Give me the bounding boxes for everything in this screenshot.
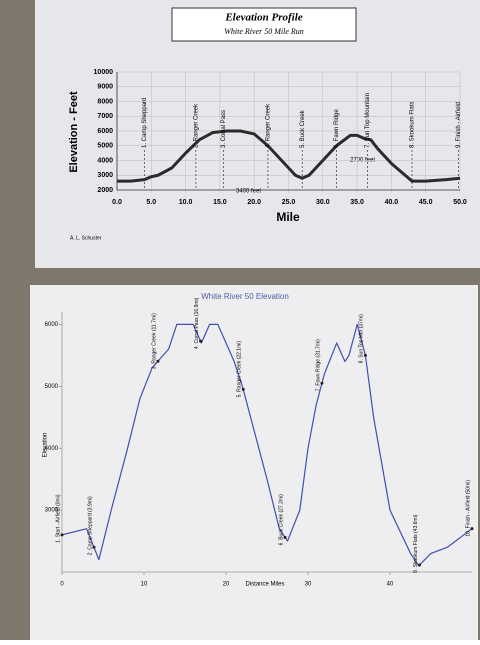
y-tick-label: 7000 (97, 113, 113, 120)
y-axis-label: Elevation (43, 433, 49, 458)
y-tick-label: 2000 (97, 187, 113, 194)
x-tick-label: 30.0 (316, 199, 330, 206)
marker-label: 8. Sun Top Mtn (37mi) (359, 314, 365, 363)
marker-dot (283, 535, 287, 539)
marker-dot (92, 545, 96, 549)
marker-dot (363, 353, 367, 357)
marker-label: 1. Start - Airfield (0mi) (55, 494, 61, 543)
marker-label: 6. Fawn Ridge (334, 109, 340, 148)
top-paper (35, 0, 480, 268)
y-tick-label: 9000 (97, 84, 113, 91)
elevation-line (61, 323, 473, 567)
title-box (171, 7, 357, 42)
marker-label: 3. Corral Pass (221, 110, 227, 148)
y-tick-label: 6000 (45, 322, 59, 328)
chart-title: Elevation Profile (224, 12, 302, 24)
x-tick-label: 10 (141, 582, 148, 588)
marker-label: 9. Skookum Flats (43.6mi) (413, 514, 419, 573)
marker-dot (470, 527, 474, 531)
marker-dot (320, 381, 324, 385)
x-tick-label: 45.0 (419, 199, 433, 206)
marker-label: 3. Ranger Creek (11.7mi) (151, 313, 157, 369)
x-tick-label: 20.0 (247, 199, 261, 206)
marker-label: 8. Skookum Flats (410, 102, 416, 148)
marker-dot (60, 533, 64, 537)
marker-label: 10. Finish - Airfield (50mi) (465, 480, 471, 537)
chart-title: White River 50 Elevation (201, 292, 289, 301)
marker-label: 2. Camp Sheppard (3.9mi) (87, 496, 93, 555)
y-tick-label: 4000 (97, 157, 113, 164)
marker-label: 7. Fawn Ridge (31.7mi) (315, 339, 321, 391)
x-tick-label: 30 (305, 582, 312, 588)
marker-dot (156, 359, 160, 363)
marker-dot (241, 387, 245, 391)
y-tick-label: 5000 (45, 384, 59, 390)
marker-label: 7. Sun Top Mountain (365, 93, 371, 148)
x-tick-label: 35.0 (350, 199, 364, 206)
y-tick-label: 8000 (97, 98, 113, 105)
annotation: 3400 feet (236, 189, 261, 195)
x-tick-label: 5.0 (146, 199, 156, 206)
x-tick-label: 15.0 (213, 199, 227, 206)
marker-label: 2. Ranger Creek (193, 103, 199, 148)
marker-label: 9. Finish - Airfield (456, 102, 462, 148)
marker-dot (199, 339, 203, 343)
x-axis-label: Mile (276, 210, 300, 224)
marker-label: 5. Ranger Creek (22.1mi) (237, 341, 243, 398)
x-tick-label: 25.0 (282, 199, 296, 206)
x-tick-label: 0 (60, 582, 64, 588)
x-axis-label: Distance Miles (245, 582, 284, 588)
x-tick-label: 40.0 (385, 199, 399, 206)
x-tick-label: 0.0 (112, 199, 122, 206)
elevation-line (117, 129, 461, 183)
marker-label: 5. Buck Creek (300, 109, 306, 148)
y-tick-label: 6000 (97, 128, 113, 135)
marker-label: 4. Ranger Creek (265, 103, 271, 148)
y-tick-label: 5000 (97, 143, 113, 150)
credit: A. L. Schuster (70, 235, 102, 241)
bottom-paper (30, 285, 478, 640)
marker-label: 1. Camp Sheppard (142, 98, 148, 148)
x-tick-label: 10.0 (179, 199, 193, 206)
x-tick-label: 40 (387, 582, 394, 588)
y-tick-label: 4000 (45, 446, 59, 452)
y-tick-label: 10000 (94, 69, 114, 76)
chart-subtitle: White River 50 Mile Run (224, 27, 304, 36)
y-tick-label: 3000 (45, 508, 59, 514)
x-tick-label: 50.0 (453, 199, 467, 206)
marker-dot (418, 563, 422, 567)
marker-label: 6. Buck Creek (27.2mi) (278, 494, 284, 545)
y-axis-label: Elevation - Feet (68, 91, 80, 173)
y-tick-label: 3000 (97, 172, 113, 179)
marker-label: 4. Corral Pass (16.9mi) (194, 297, 200, 349)
x-tick-label: 20 (223, 582, 230, 588)
